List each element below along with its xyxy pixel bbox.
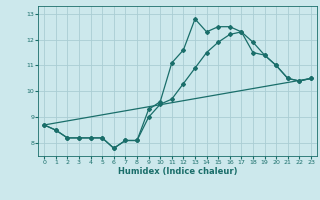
X-axis label: Humidex (Indice chaleur): Humidex (Indice chaleur) xyxy=(118,167,237,176)
